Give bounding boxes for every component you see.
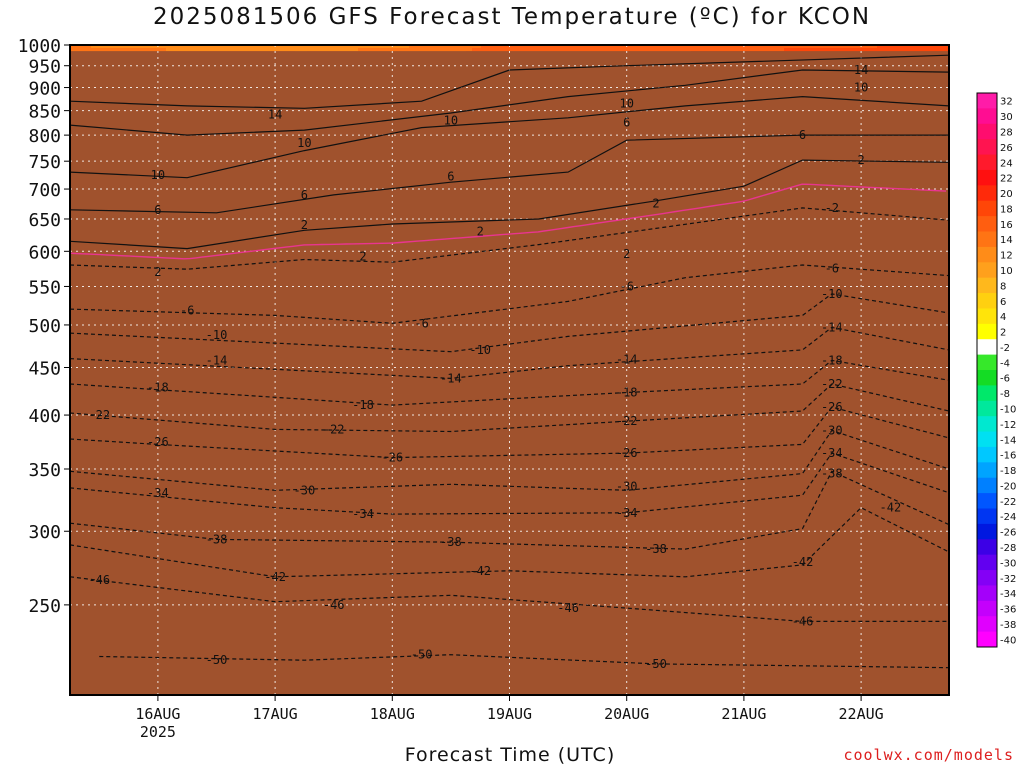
time-height-chart: -50 -50-50-46-46 -46-46-42 -42-42-42-38 -38-… — [0, 0, 1024, 768]
